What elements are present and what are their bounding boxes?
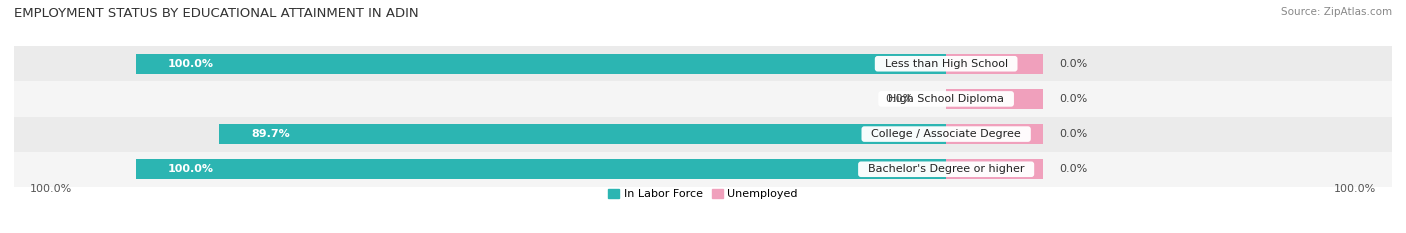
Text: 100.0%: 100.0% (169, 59, 214, 69)
Text: 0.0%: 0.0% (1060, 129, 1088, 139)
Text: EMPLOYMENT STATUS BY EDUCATIONAL ATTAINMENT IN ADIN: EMPLOYMENT STATUS BY EDUCATIONAL ATTAINM… (14, 7, 419, 20)
Text: High School Diploma: High School Diploma (882, 94, 1011, 104)
Bar (135, 54, 946, 74)
Text: 100.0%: 100.0% (1333, 184, 1375, 194)
Text: 89.7%: 89.7% (252, 129, 290, 139)
Text: 0.0%: 0.0% (886, 94, 914, 104)
Text: 100.0%: 100.0% (31, 184, 73, 194)
Text: 0.0%: 0.0% (1060, 94, 1088, 104)
Bar (946, 124, 1043, 144)
Bar (946, 54, 1043, 74)
Text: College / Associate Degree: College / Associate Degree (865, 129, 1028, 139)
Text: 0.0%: 0.0% (1060, 164, 1088, 174)
Bar (14, 152, 1392, 187)
Text: 100.0%: 100.0% (169, 164, 214, 174)
Bar (135, 159, 946, 179)
Text: 0.0%: 0.0% (1060, 59, 1088, 69)
Bar (14, 81, 1392, 116)
Text: Bachelor's Degree or higher: Bachelor's Degree or higher (860, 164, 1032, 174)
Legend: In Labor Force, Unemployed: In Labor Force, Unemployed (603, 184, 803, 203)
Bar (946, 159, 1043, 179)
Bar (14, 116, 1392, 152)
Bar (14, 46, 1392, 81)
Bar (946, 89, 1043, 109)
Text: Source: ZipAtlas.com: Source: ZipAtlas.com (1281, 7, 1392, 17)
Bar (219, 124, 946, 144)
Text: Less than High School: Less than High School (877, 59, 1015, 69)
